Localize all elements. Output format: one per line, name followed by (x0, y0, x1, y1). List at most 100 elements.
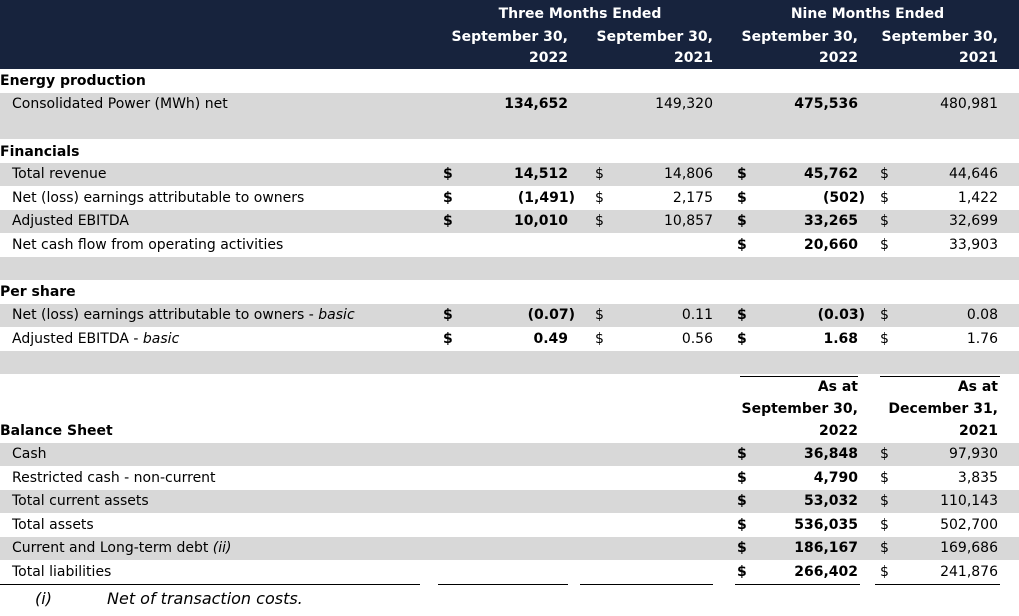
currency-symbol: $ (737, 331, 747, 347)
row-label-ebitda-per-share: Adjusted EBITDA - basic (12, 328, 179, 351)
value-restricted-cash-2022: 4,790 (813, 470, 858, 486)
col3-heading-line2: 2022 (819, 50, 858, 66)
currency-symbol: $ (737, 517, 747, 533)
section-energy-production: Energy production (0, 73, 146, 89)
currency-symbol: $ (737, 470, 747, 486)
bottom-rule (0, 584, 420, 585)
currency-symbol: $ (737, 213, 747, 229)
balance-col4-heading-line3: 2021 (959, 423, 998, 439)
currency-symbol: $ (880, 517, 889, 533)
value-ebitda-ps-9m-2021: 1.76 (966, 331, 998, 347)
value-restricted-cash-2021: 3,835 (957, 470, 998, 486)
row-band (0, 210, 1019, 233)
value-eps-9m-2022: (0.03) (817, 307, 865, 323)
bottom-rule (735, 584, 860, 585)
col3-heading-line1: September 30, (741, 29, 858, 45)
currency-symbol: $ (443, 307, 453, 323)
currency-symbol: $ (737, 237, 747, 253)
value-cash-2021: 97,930 (949, 446, 998, 462)
col2-heading-line2: 2021 (674, 50, 713, 66)
balance-col3-heading-line3: 2022 (819, 423, 858, 439)
row-label-net-earnings: Net (loss) earnings attributable to owne… (12, 190, 305, 206)
currency-symbol: $ (737, 493, 747, 509)
debt-label-text: Current and Long-term debt (12, 540, 213, 556)
value-power-9m-2021: 480,981 (940, 96, 998, 112)
bottom-rule (580, 584, 713, 585)
currency-symbol: $ (880, 237, 889, 253)
balance-col3-heading-line2: September 30, (741, 401, 858, 417)
value-current-assets-2022: 53,032 (803, 493, 858, 509)
balance-col4-heading-line2: December 31, (888, 401, 998, 417)
col1-heading-line2: 2022 (529, 50, 568, 66)
ebitda-ps-label-text: Adjusted EBITDA - (12, 331, 143, 347)
currency-symbol: $ (880, 213, 889, 229)
row-band (0, 490, 1019, 513)
currency-symbol: $ (880, 493, 889, 509)
currency-symbol: $ (737, 190, 747, 206)
value-ebitda-ps-q3-2022: 0.49 (533, 331, 568, 347)
row-label-operating-cash-flow: Net cash flow from operating activities (12, 237, 284, 253)
row-band (0, 537, 1019, 560)
value-net-earnings-q3-2021: 2,175 (672, 190, 713, 206)
value-total-liabilities-2022: 266,402 (794, 564, 858, 580)
value-ebitda-9m-2021: 32,699 (949, 213, 998, 229)
value-current-assets-2021: 110,143 (940, 493, 998, 509)
value-debt-2021: 169,686 (940, 540, 998, 556)
row-label-adjusted-ebitda: Adjusted EBITDA (12, 213, 129, 229)
three-months-heading: Three Months Ended (498, 6, 662, 22)
value-ebitda-9m-2022: 33,265 (803, 213, 858, 229)
row-band (0, 116, 1019, 139)
currency-symbol: $ (443, 331, 453, 347)
currency-symbol: $ (595, 213, 604, 229)
currency-symbol: $ (443, 190, 453, 206)
currency-symbol: $ (737, 446, 747, 462)
col4-heading-line1: September 30, (881, 29, 998, 45)
col1-heading-line1: September 30, (451, 29, 568, 45)
bottom-rule (875, 584, 1000, 585)
section-balance-sheet: Balance Sheet (0, 423, 113, 439)
row-band (0, 257, 1019, 280)
section-per-share: Per share (0, 284, 76, 300)
row-label-total-assets: Total assets (12, 517, 94, 533)
value-power-q3-2021: 149,320 (655, 96, 713, 112)
value-ebitda-ps-9m-2022: 1.68 (823, 331, 858, 347)
footnote-marker: (i) (35, 589, 52, 608)
value-cash-flow-9m-2022: 20,660 (803, 237, 858, 253)
currency-symbol: $ (880, 540, 889, 556)
currency-symbol: $ (737, 166, 747, 182)
footnote-text: Net of transaction costs. (107, 589, 303, 608)
row-label-total-current-assets: Total current assets (12, 493, 149, 509)
ebitda-ps-label-basic: basic (142, 331, 180, 347)
currency-symbol: $ (880, 166, 889, 182)
value-ebitda-q3-2022: 10,010 (513, 213, 568, 229)
value-revenue-9m-2021: 44,646 (949, 166, 998, 182)
currency-symbol: $ (443, 213, 453, 229)
value-debt-2022: 186,167 (794, 540, 858, 556)
col2-heading-line1: September 30, (596, 29, 713, 45)
currency-symbol: $ (737, 540, 747, 556)
value-ebitda-q3-2021: 10,857 (664, 213, 713, 229)
value-revenue-q3-2021: 14,806 (664, 166, 713, 182)
value-ebitda-ps-q3-2021: 0.56 (681, 331, 713, 347)
table-header: Three Months Ended Nine Months Ended Sep… (0, 0, 1019, 69)
value-cash-flow-9m-2021: 33,903 (949, 237, 998, 253)
section-financials: Financials (0, 144, 80, 160)
col4-heading-line2: 2021 (959, 50, 998, 66)
eps-label-text: Net (loss) earnings attributable to owne… (12, 307, 319, 323)
balance-col4-heading-line1: As at (957, 379, 998, 395)
currency-symbol: $ (880, 307, 889, 323)
row-label-total-liabilities: Total liabilities (12, 564, 112, 580)
currency-symbol: $ (880, 446, 889, 462)
value-cash-2022: 36,848 (803, 446, 858, 462)
eps-label-basic: basic (318, 307, 355, 323)
currency-symbol: $ (880, 190, 889, 206)
row-band (0, 93, 1019, 116)
row-label-eps-basic: Net (loss) earnings attributable to owne… (12, 304, 355, 327)
value-net-earnings-q3-2022: (1,491) (517, 190, 575, 206)
debt-label-footnote-ref: (ii) (212, 540, 232, 556)
heading-divider (880, 376, 1000, 377)
row-label-debt: Current and Long-term debt (ii) (12, 537, 231, 560)
value-net-earnings-9m-2021: 1,422 (957, 190, 998, 206)
value-total-liabilities-2021: 241,876 (940, 564, 998, 580)
currency-symbol: $ (595, 190, 604, 206)
